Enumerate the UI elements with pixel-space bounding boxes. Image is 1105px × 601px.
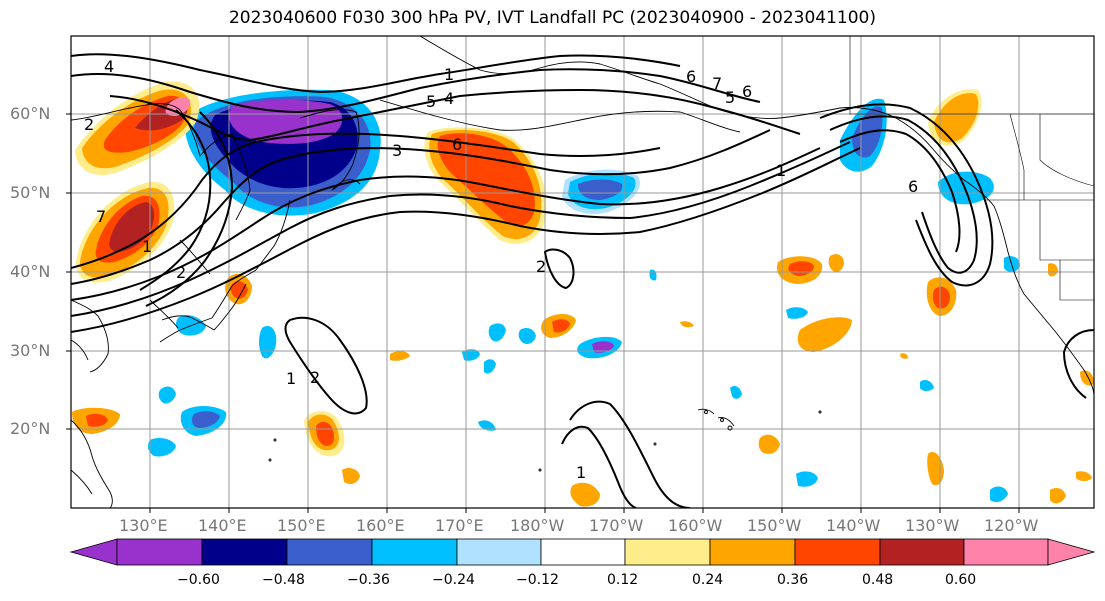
- contour-label: 5: [426, 92, 436, 111]
- map-title: 2023040600 F030 300 hPa PV, IVT Landfall…: [228, 8, 876, 28]
- contour-label: 1: [444, 65, 454, 84]
- coastlines: [71, 36, 1094, 508]
- lon-label: 140°E: [198, 516, 247, 535]
- lon-label: 130°E: [119, 516, 168, 535]
- colorbar-cell: [456, 538, 542, 566]
- colorbar-cell: [286, 538, 373, 566]
- contour-label: 6: [452, 135, 462, 154]
- lon-label: 170°W: [589, 516, 644, 535]
- lon-label: 150°E: [277, 516, 326, 535]
- lon-label: 130°W: [905, 516, 960, 535]
- colorbar-cell: [116, 538, 203, 566]
- lat-label: 40°N: [10, 262, 51, 281]
- lon-label: 160°E: [356, 516, 405, 535]
- axis-ticks: [66, 113, 1020, 513]
- contour-labels: 4 2 7 5 6 4 3 1 6 7 5 6 1 6 1 2 2 1 2 1: [84, 57, 918, 482]
- contour-label: 7: [712, 74, 722, 93]
- colorbar-cell: [963, 538, 1049, 566]
- lat-label: 60°N: [10, 104, 51, 123]
- colorbar: [69, 538, 1096, 566]
- contour-label: 1: [142, 237, 152, 256]
- colorbar-cell: [794, 538, 881, 566]
- contour-label: 5: [725, 88, 735, 107]
- pv-contours: [71, 53, 1094, 508]
- lon-label: 180°W: [510, 516, 565, 535]
- colorbar-cell: [709, 538, 796, 566]
- colorbar-tick-label: 0.24: [692, 572, 724, 588]
- lat-label: 30°N: [10, 341, 51, 360]
- lat-label: 20°N: [10, 419, 51, 438]
- lon-label: 120°W: [984, 516, 1039, 535]
- colorbar-tick-label: 0.36: [777, 572, 809, 588]
- colorbar-cell: [624, 538, 711, 566]
- contour-label: 6: [908, 177, 918, 196]
- colorbar-tick-label: 0.48: [862, 572, 894, 588]
- colorbar-tick-label: −0.60: [177, 572, 220, 588]
- contour-label: 1: [776, 161, 786, 180]
- colorbar-tick-label: −0.36: [347, 572, 390, 588]
- colorbar-tick-label: 0.12: [607, 572, 639, 588]
- lon-label: 150°W: [747, 516, 802, 535]
- contour-label: 6: [686, 67, 696, 86]
- contour-label: 2: [84, 115, 94, 134]
- colorbar-cell: [201, 538, 288, 566]
- lon-label: 170°E: [435, 516, 484, 535]
- colorbar-extend-low: [69, 538, 118, 566]
- contour-label: 2: [176, 263, 186, 282]
- contour-label: 1: [286, 369, 296, 388]
- colorbar-tick-label: −0.48: [262, 572, 305, 588]
- colorbar-extend-high: [1047, 538, 1096, 566]
- contour-label: 7: [96, 207, 106, 226]
- political-borders: [849, 36, 1094, 301]
- lon-label: 140°W: [826, 516, 881, 535]
- contour-label: 1: [576, 463, 586, 482]
- contour-label: 2: [536, 257, 546, 276]
- colorbar-cell: [540, 538, 626, 566]
- contour-label: 6: [742, 82, 752, 101]
- contour-label: 3: [392, 141, 402, 160]
- colorbar-cell: [879, 538, 965, 566]
- contour-label: 2: [310, 368, 320, 387]
- contour-label: 4: [104, 57, 114, 76]
- colorbar-cell: [371, 538, 458, 566]
- lat-label: 50°N: [10, 183, 51, 202]
- colorbar-tick-label: −0.12: [516, 572, 559, 588]
- colorbar-tick-label: 0.60: [945, 572, 977, 588]
- lon-label: 160°W: [668, 516, 723, 535]
- contour-label: 4: [444, 89, 454, 108]
- colorbar-tick-label: −0.24: [432, 572, 475, 588]
